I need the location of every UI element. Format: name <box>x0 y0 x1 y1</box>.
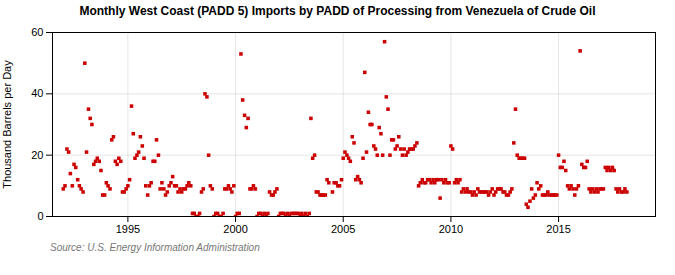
svg-text:0: 0 <box>37 210 43 222</box>
html-text:Monthly West Coast (PADD 5) Im: Monthly West Coast (PADD 5) Imports by P… <box>79 4 596 18</box>
svg-text:2010: 2010 <box>439 223 463 235</box>
html-text:Source: U.S. Energy Informatio: Source: U.S. Energy Information Administ… <box>50 242 260 253</box>
svg-text:Thousand Barrels per Day: Thousand Barrels per Day <box>1 60 13 189</box>
svg-text:20: 20 <box>31 149 43 161</box>
svg-text:2005: 2005 <box>331 223 355 235</box>
svg-text:1995: 1995 <box>116 223 140 235</box>
svg-text:60: 60 <box>31 26 43 38</box>
svg-text:40: 40 <box>31 87 43 99</box>
svg-text:2015: 2015 <box>546 223 570 235</box>
svg-text:2000: 2000 <box>223 223 247 235</box>
